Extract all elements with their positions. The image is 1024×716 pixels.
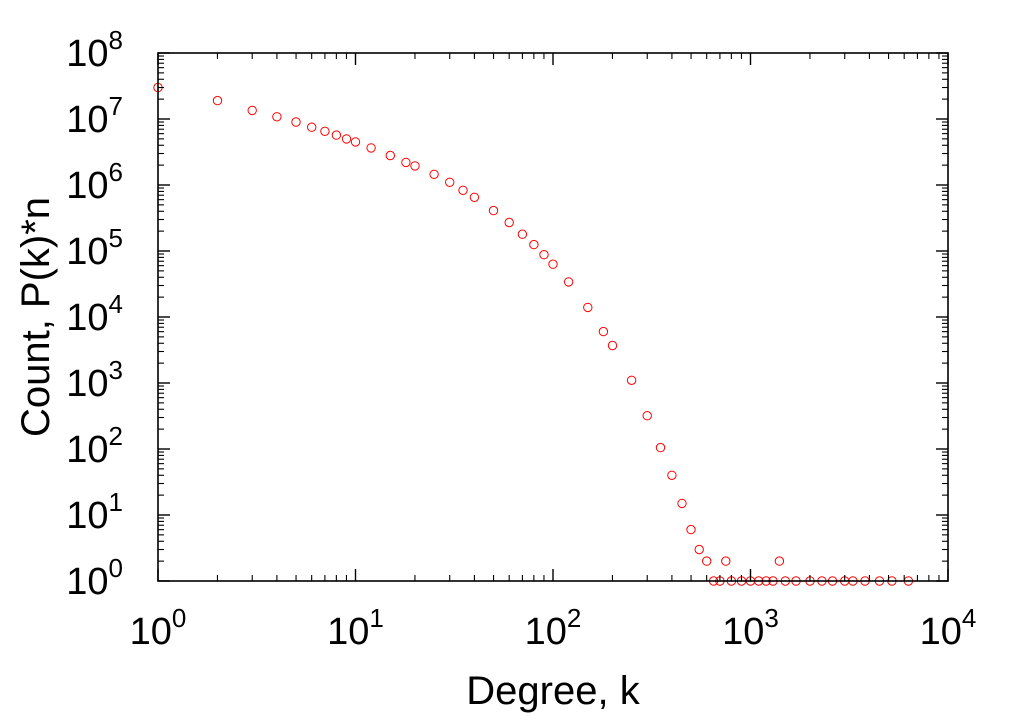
data-point bbox=[694, 544, 704, 555]
data-point bbox=[548, 259, 558, 269]
data-point bbox=[667, 470, 677, 480]
data-point bbox=[721, 556, 731, 566]
data-point bbox=[307, 122, 317, 132]
y-tick-label: 106 bbox=[66, 157, 123, 207]
y-tick-label: 101 bbox=[66, 487, 123, 537]
data-point bbox=[504, 217, 514, 228]
x-tick-label: 101 bbox=[327, 603, 384, 653]
x-tick-label: 104 bbox=[920, 603, 977, 653]
data-point bbox=[488, 205, 499, 216]
data-point bbox=[341, 134, 352, 144]
y-tick-label: 102 bbox=[66, 421, 123, 471]
data-point bbox=[401, 157, 411, 168]
ticks-layer: 100 101 102 103 104 100 101 102 103 104 105 106 107 1… bbox=[66, 25, 976, 653]
data-point bbox=[247, 105, 257, 116]
data-point bbox=[410, 161, 420, 171]
y-tick-label: 108 bbox=[66, 25, 123, 75]
data-point bbox=[320, 126, 330, 137]
data-point bbox=[583, 302, 593, 313]
data-point bbox=[642, 411, 652, 421]
y-tick-label: 107 bbox=[66, 91, 123, 141]
x-axis-label: Degree, k bbox=[466, 669, 640, 713]
plot-frame bbox=[157, 52, 949, 582]
y-tick-label: 103 bbox=[66, 355, 123, 405]
data-point bbox=[774, 556, 785, 566]
data-point bbox=[626, 375, 637, 385]
data-point bbox=[655, 442, 666, 453]
x-tick-label: 100 bbox=[130, 603, 187, 653]
x-tick-label: 102 bbox=[525, 603, 582, 653]
y-axis-label: Count, P(k)*n bbox=[14, 197, 58, 437]
data-point bbox=[385, 150, 395, 161]
data-point bbox=[677, 498, 687, 509]
y-tick-label: 105 bbox=[66, 223, 123, 273]
y-tick-label: 100 bbox=[66, 553, 123, 603]
data-point bbox=[598, 326, 609, 337]
data-point bbox=[350, 137, 361, 147]
y-tick-label: 104 bbox=[66, 289, 123, 339]
plot-layer bbox=[153, 82, 914, 586]
data-point bbox=[686, 524, 696, 535]
data-point bbox=[429, 169, 439, 180]
x-tick-label: 103 bbox=[722, 603, 779, 653]
data-point bbox=[539, 250, 549, 260]
data-point bbox=[607, 340, 618, 351]
data-point bbox=[469, 192, 480, 203]
data-point bbox=[529, 239, 539, 250]
data-point bbox=[517, 229, 528, 239]
data-point bbox=[702, 556, 712, 566]
data-point bbox=[445, 177, 455, 188]
data-point bbox=[272, 112, 282, 122]
data-point bbox=[291, 117, 301, 127]
data-point bbox=[212, 95, 223, 106]
data-point bbox=[563, 277, 574, 287]
data-point bbox=[331, 130, 342, 140]
data-point bbox=[458, 185, 468, 196]
data-point bbox=[366, 143, 376, 153]
